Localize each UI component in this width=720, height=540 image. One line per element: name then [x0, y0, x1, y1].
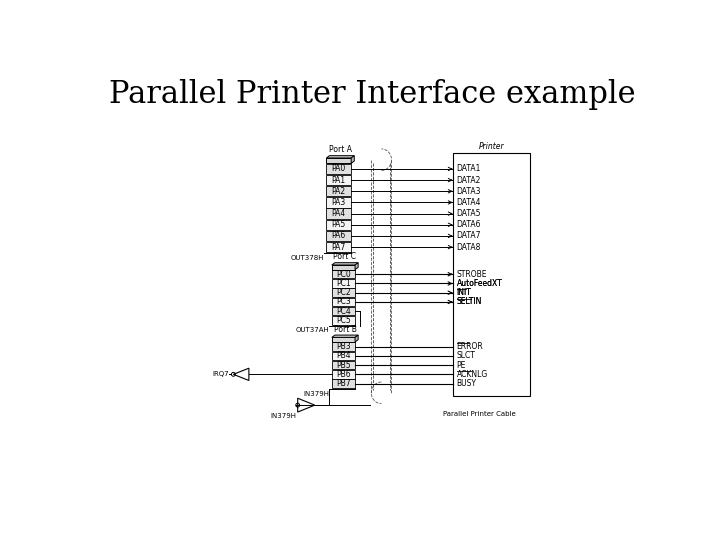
- Bar: [332, 288, 355, 297]
- Bar: [332, 270, 355, 279]
- Text: PB5: PB5: [336, 361, 351, 369]
- Text: Parallel Printer Cable: Parallel Printer Cable: [444, 411, 516, 417]
- Bar: [332, 361, 355, 369]
- Bar: [326, 208, 351, 219]
- Polygon shape: [332, 262, 358, 265]
- Text: ACKNLG: ACKNLG: [456, 370, 488, 379]
- Text: PA4: PA4: [332, 209, 346, 218]
- Bar: [332, 279, 355, 288]
- Polygon shape: [355, 262, 358, 269]
- Bar: [326, 231, 351, 241]
- Text: PA5: PA5: [332, 220, 346, 230]
- Text: PC0: PC0: [336, 270, 351, 279]
- Text: PC3: PC3: [336, 298, 351, 307]
- Text: DATA2: DATA2: [456, 176, 481, 185]
- Bar: [332, 316, 355, 325]
- Text: PA1: PA1: [332, 176, 346, 185]
- Text: DATA7: DATA7: [456, 232, 481, 240]
- Text: DATA6: DATA6: [456, 220, 481, 230]
- Text: PC4: PC4: [336, 307, 351, 316]
- Text: STROBE: STROBE: [456, 270, 487, 279]
- Text: OUT378H: OUT378H: [291, 255, 324, 261]
- Text: DATA8: DATA8: [456, 242, 481, 252]
- Text: PA2: PA2: [332, 187, 346, 196]
- Text: Port B: Port B: [333, 325, 356, 334]
- Polygon shape: [326, 156, 354, 158]
- Text: PC2: PC2: [336, 288, 351, 297]
- Text: AutoFeedXT: AutoFeedXT: [456, 279, 503, 288]
- Bar: [326, 242, 351, 252]
- Bar: [332, 338, 355, 342]
- Text: INIT: INIT: [456, 288, 472, 297]
- Bar: [332, 342, 355, 351]
- Text: PA0: PA0: [332, 165, 346, 173]
- Text: SELTIN: SELTIN: [456, 298, 482, 307]
- Bar: [326, 164, 351, 174]
- Polygon shape: [355, 335, 358, 342]
- Text: SELTIN: SELTIN: [456, 298, 482, 307]
- Bar: [326, 186, 351, 197]
- Text: SLCT: SLCT: [456, 352, 475, 360]
- Bar: [332, 352, 355, 360]
- Bar: [332, 265, 355, 269]
- Bar: [326, 158, 351, 164]
- Text: IN379H: IN379H: [303, 390, 330, 396]
- Bar: [332, 370, 355, 379]
- Bar: [332, 307, 355, 315]
- Text: Parallel Printer Interface example: Parallel Printer Interface example: [109, 79, 636, 110]
- Text: IN379H: IN379H: [271, 413, 297, 419]
- Bar: [453, 153, 530, 396]
- Text: PE: PE: [456, 361, 466, 369]
- Text: DATA4: DATA4: [456, 198, 481, 207]
- Polygon shape: [351, 156, 354, 164]
- Bar: [332, 379, 355, 388]
- Bar: [326, 175, 351, 185]
- Bar: [326, 220, 351, 230]
- Text: DATA1: DATA1: [456, 165, 481, 173]
- Text: Port A: Port A: [329, 145, 352, 154]
- Text: DATA3: DATA3: [456, 187, 481, 196]
- Text: Printer: Printer: [479, 142, 504, 151]
- Text: BUSY: BUSY: [456, 379, 477, 388]
- Text: PC5: PC5: [336, 316, 351, 325]
- Text: PB6: PB6: [336, 370, 351, 379]
- Text: PC1: PC1: [336, 279, 351, 288]
- Text: PA3: PA3: [332, 198, 346, 207]
- Bar: [332, 298, 355, 306]
- Bar: [326, 197, 351, 208]
- Text: ERROR: ERROR: [456, 342, 483, 351]
- Text: PB7: PB7: [336, 379, 351, 388]
- Text: IRQ7: IRQ7: [212, 372, 229, 377]
- Text: OUT37AH: OUT37AH: [296, 327, 330, 333]
- Text: Port C: Port C: [333, 252, 356, 261]
- Text: PB4: PB4: [336, 352, 351, 360]
- Text: INIT: INIT: [456, 288, 472, 297]
- Text: AutoFeedXT: AutoFeedXT: [456, 279, 503, 288]
- Text: PB3: PB3: [336, 342, 351, 351]
- Text: DATA5: DATA5: [456, 209, 481, 218]
- Polygon shape: [332, 335, 358, 338]
- Text: PA7: PA7: [332, 242, 346, 252]
- Text: PA6: PA6: [332, 232, 346, 240]
